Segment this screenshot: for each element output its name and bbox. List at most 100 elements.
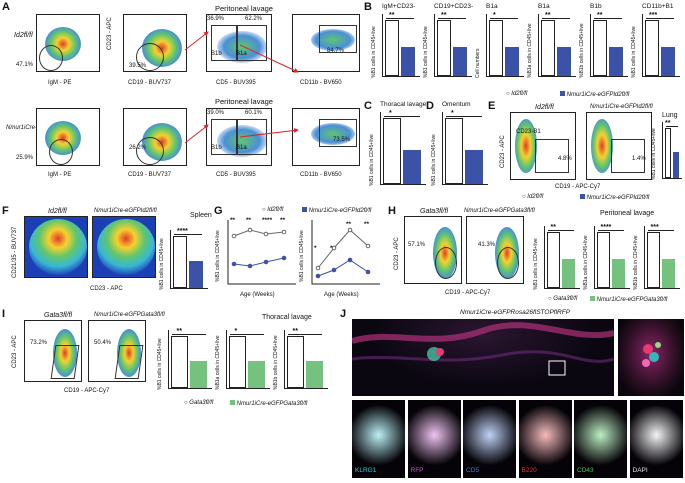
significance-label: **: [389, 12, 395, 19]
bar-control: [173, 236, 187, 288]
flow-plot-a4: [292, 14, 360, 72]
legend-ctrl-text: Gata3fl/fl: [553, 296, 578, 302]
bar-knockout: [248, 361, 265, 388]
data-point: [263, 231, 269, 237]
chart-title: Omentum: [442, 101, 471, 108]
bar-knockout: [306, 361, 323, 388]
panel-a-title-top: Peritoneal lavage: [215, 4, 273, 13]
gate-b1a: [237, 119, 267, 155]
chart-title: CD19+CD23-: [434, 3, 474, 10]
significance-label: ***: [649, 12, 658, 19]
legend-ctrl-text: Gata3fl/fl: [189, 400, 214, 406]
data-point: [347, 227, 353, 233]
bar-control: [647, 232, 660, 288]
flow-plot-a6: [123, 108, 187, 166]
flow-plot-i2: [88, 320, 146, 382]
gate: [136, 137, 164, 165]
y-axis-label: Cell numbers: [475, 48, 481, 78]
mini-bar-chart: CD19+CD23- %B1 cells in CD45+live **: [423, 3, 474, 82]
chart-title: IgM+CD23-: [382, 3, 416, 10]
x-axis-label: Age (Weeks): [240, 292, 275, 298]
y-axis-label: %B1 cells in CD45+live: [533, 238, 539, 290]
significance-label: **: [550, 224, 556, 231]
flow-plot-a8: [292, 108, 360, 166]
y-axis: [442, 112, 443, 184]
f-right-label: Nmur1iCre-eGFPId2fl/fl: [94, 208, 157, 214]
significance-line: [646, 18, 674, 19]
significance-label: **: [246, 217, 252, 224]
pct-label: 50.4%: [94, 340, 112, 346]
gate: [611, 139, 645, 173]
x-axis-label: CD19 - APC-Cy7: [555, 184, 601, 190]
x-axis-label: CD19 - BUV737: [128, 80, 172, 86]
significance-line: [288, 334, 322, 335]
h-left-label: Gata3fl/fl: [420, 208, 449, 215]
y-axis: [590, 14, 591, 76]
gating-arrows: [184, 31, 299, 144]
gate: [535, 139, 569, 173]
gate-label-b1b: B1b: [211, 51, 222, 57]
data-point: [247, 227, 253, 233]
x-axis: [170, 288, 208, 289]
legend-ko-text: Nmur1iCre-eGFPId2fl/fl: [308, 208, 372, 214]
panel-i-charts: %B1 cells in CD45+live ** %B1a cells in CD…: [157, 320, 334, 396]
significance-label: *: [389, 110, 392, 117]
pct-label: 57.1%: [408, 242, 426, 248]
y-axis: [226, 330, 227, 388]
mini-bar-chart: %B1b cells in CD45+live **: [273, 320, 330, 394]
mini-bar-chart: Thoracal lavage %B1 cells in CD45+live *: [369, 101, 428, 190]
significance-label: **: [597, 12, 603, 19]
bar-control: [229, 336, 246, 388]
y-axis: [434, 14, 435, 76]
flow-plot-h1: [404, 216, 462, 284]
line-plot: [311, 220, 380, 285]
channel-strip: KLRG1 RFP CD5 B220 CD43 DAPI: [352, 400, 684, 480]
bar-control: [445, 118, 463, 184]
line-chart: %B1 cells in CD45+live Age (Weeks) * * ** **: [299, 212, 382, 302]
density-cloud: [311, 29, 355, 51]
bar-knockout: [661, 47, 675, 76]
significance-label: *: [493, 12, 496, 19]
mini-bar-chart: B1a Cell numbers *: [475, 3, 526, 82]
bar-control: [171, 336, 188, 388]
x-axis: [168, 388, 212, 389]
pct-label: 4.8%: [558, 156, 572, 162]
y-axis-label: CD23 - APC: [394, 237, 400, 270]
panel-label-e: E: [488, 100, 496, 112]
significance-line: [386, 18, 414, 19]
x-axis: [380, 184, 426, 185]
bar-knockout: [401, 47, 415, 76]
bar-control: [597, 232, 610, 288]
channel-tile: DAPI: [629, 400, 683, 478]
x-axis: [434, 76, 472, 77]
y-axis-label: CD23 - APC: [500, 135, 506, 168]
significance-line: [666, 126, 678, 127]
gate: [114, 345, 144, 379]
bar-knockout: [453, 47, 467, 76]
data-point: [281, 255, 287, 261]
f-left-label: Id2fl/fl: [48, 208, 67, 215]
gate-b1a: [237, 25, 267, 61]
mini-bar-chart: %B1a cells in CD45+live *: [215, 320, 272, 394]
significance-line: [384, 116, 420, 117]
i-chart-title: Thoracal lavage: [262, 314, 312, 321]
data-point: [231, 233, 237, 239]
line-chart: %B1 cells in CD45+live Age (Weeks) ** ** ***…: [215, 212, 298, 302]
significance-label: **: [441, 12, 447, 19]
significance-label: **: [364, 221, 370, 228]
legend-ko: Nmur1iCre-eGFPGata3fl/fl: [590, 296, 667, 303]
e-left-label: Id2fl/fl: [535, 104, 554, 111]
e-right-label: Nmur1iCre-eGFPId2fl/fl: [590, 104, 653, 110]
lung-title: Lung: [662, 112, 678, 119]
data-point: [315, 265, 321, 271]
bar-knockout: [612, 259, 625, 288]
x-axis-label: Age (Weeks): [324, 292, 359, 298]
panel-label-h: H: [388, 205, 396, 217]
significance-line: [542, 18, 570, 19]
legend-ko: Nmur1iCre-eGFPId2fl/fl: [302, 207, 371, 214]
pct-b1b: 36.9%: [207, 16, 225, 22]
h-chart-title: Peritoneal lavage: [600, 210, 655, 217]
panel-label-a: A: [2, 1, 10, 13]
gate-label-b1b: B1b: [211, 145, 222, 151]
gate: [39, 45, 63, 71]
